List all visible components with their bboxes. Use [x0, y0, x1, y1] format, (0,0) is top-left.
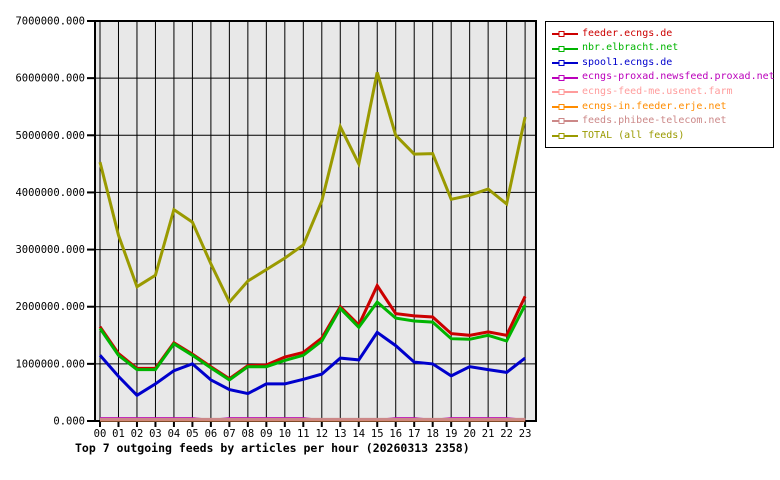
series-line-nbr.elbracht.net	[98, 299, 527, 382]
legend-line-marker-icon	[552, 45, 578, 52]
x-tick-label: 14	[352, 428, 365, 440]
legend-line-marker-icon	[552, 89, 578, 96]
x-tick-label: 01	[112, 428, 125, 440]
legend-label: nbr.elbracht.net	[582, 42, 679, 54]
legend-item: feeds.phibee-telecom.net	[552, 114, 773, 129]
legend-label: ecngs-proxad.newsfeed.proxad.net	[582, 71, 775, 83]
x-tick-label: 21	[482, 428, 495, 440]
legend-label: feeds.phibee-telecom.net	[582, 115, 727, 127]
legend-line-marker-icon	[552, 133, 578, 140]
legend-label: TOTAL (all feeds)	[582, 129, 685, 141]
legend-item: ecngs-proxad.newsfeed.proxad.net	[552, 70, 775, 85]
x-tick-label: 05	[186, 428, 199, 440]
y-tick-label: 0.000	[53, 416, 85, 428]
x-tick-label: 19	[445, 428, 458, 440]
chart-title: Top 7 outgoing feeds by articles per hou…	[75, 441, 470, 455]
x-tick-label: 04	[168, 428, 181, 440]
y-tick-label: 5000000.000	[15, 130, 85, 142]
y-tick-label: 6000000.000	[15, 73, 85, 85]
x-tick-label: 13	[334, 428, 347, 440]
legend-label: ecngs-feed-me.usenet.farm	[582, 86, 733, 97]
x-tick-label: 08	[242, 428, 255, 440]
series-line-TOTAL (all feeds)	[98, 71, 527, 305]
legend-item: feeder.ecngs.de	[552, 27, 773, 42]
y-tick-label: 3000000.000	[15, 244, 85, 256]
legend-line-marker-icon	[552, 74, 578, 81]
x-tick-label: 07	[223, 428, 236, 440]
x-tick-label: 11	[297, 428, 310, 440]
y-tick-label: 1000000.000	[15, 358, 85, 370]
plot-background	[95, 21, 536, 421]
x-tick-label: 18	[426, 428, 439, 440]
legend-item: spool1.ecngs.de	[552, 56, 773, 71]
legend-line-marker-icon	[552, 103, 578, 110]
x-tick-label: 06	[205, 428, 218, 440]
legend-label: feeder.ecngs.de	[582, 27, 673, 39]
legend-label: ecngs-in.feeder.erje.net	[582, 100, 727, 112]
legend: feeder.ecngs.de nbr.elbracht.net spool1.ec…	[545, 21, 775, 148]
x-tick-label: 09	[260, 428, 273, 440]
x-tick-label: 02	[131, 428, 144, 440]
x-tick-label: 03	[149, 428, 162, 440]
x-tick-label: 22	[500, 428, 513, 440]
series-line-spool1.ecngs.de	[98, 330, 527, 398]
x-tick-label: 23	[519, 428, 532, 440]
x-tick-label: 00	[94, 428, 107, 440]
x-tick-label: 12	[315, 428, 328, 440]
legend-label: spool1.ecngs.de	[582, 56, 673, 68]
legend-item: ecngs-feed-me.usenet.farm	[552, 85, 773, 100]
legend-line-marker-icon	[552, 30, 578, 37]
y-tick-label: 4000000.000	[15, 187, 85, 199]
x-tick-label: 16	[389, 428, 402, 440]
x-tick-label: 15	[371, 428, 384, 440]
y-tick-label: 7000000.000	[15, 16, 85, 28]
x-tick-label: 10	[278, 428, 291, 440]
legend-item: ecngs-in.feeder.erje.net	[552, 100, 773, 115]
y-tick-label: 2000000.000	[15, 301, 85, 313]
legend-item: nbr.elbracht.net	[552, 41, 773, 56]
legend-item: TOTAL (all feeds)	[552, 129, 773, 144]
legend-line-marker-icon	[552, 118, 578, 125]
x-tick-label: 17	[408, 428, 421, 440]
legend-line-marker-icon	[552, 60, 578, 67]
x-tick-label: 20	[463, 428, 476, 440]
